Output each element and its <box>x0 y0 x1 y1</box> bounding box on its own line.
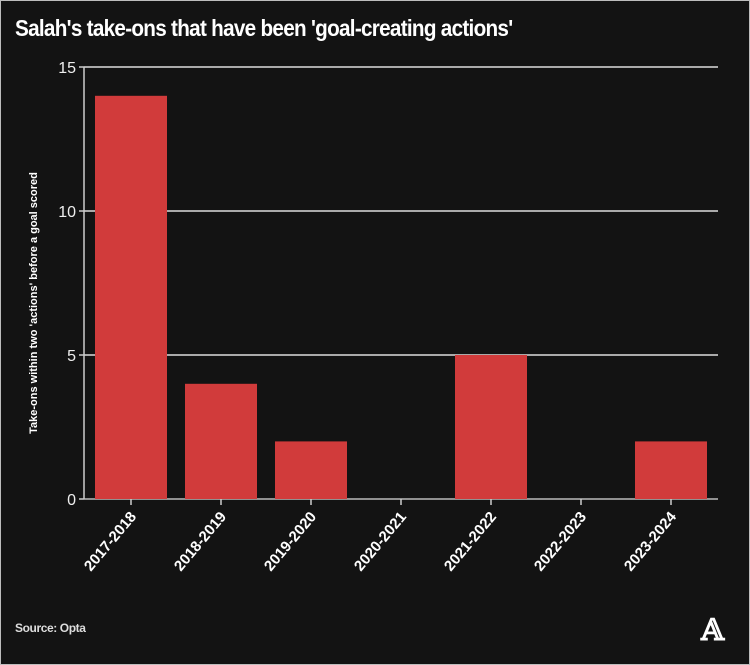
x-tick-label: 2019-2020 <box>261 509 320 575</box>
bar <box>455 355 527 499</box>
source-note: Source: Opta <box>15 621 86 635</box>
bar <box>275 441 347 499</box>
y-tick-label: 0 <box>67 492 76 509</box>
x-tick-label: 2017-2018 <box>81 509 140 575</box>
chart-title: Salah's take-ons that have been 'goal-cr… <box>15 15 513 41</box>
x-tick-label: 2020-2021 <box>351 509 410 575</box>
bar <box>185 383 257 499</box>
y-tick-label: 10 <box>58 204 76 221</box>
x-tick-label: 2022-2023 <box>531 509 590 575</box>
x-tick-label: 2018-2019 <box>171 509 230 575</box>
y-tick-label: 5 <box>67 348 76 365</box>
bar <box>95 95 167 500</box>
x-tick-label: 2021-2022 <box>441 509 500 575</box>
y-axis-label: Take-ons within two 'actions' before a g… <box>28 172 40 434</box>
bar <box>635 441 707 499</box>
publisher-logo: 𝔸 <box>701 613 725 648</box>
y-tick-label: 15 <box>58 60 76 77</box>
x-tick-label: 2023-2024 <box>621 508 681 574</box>
